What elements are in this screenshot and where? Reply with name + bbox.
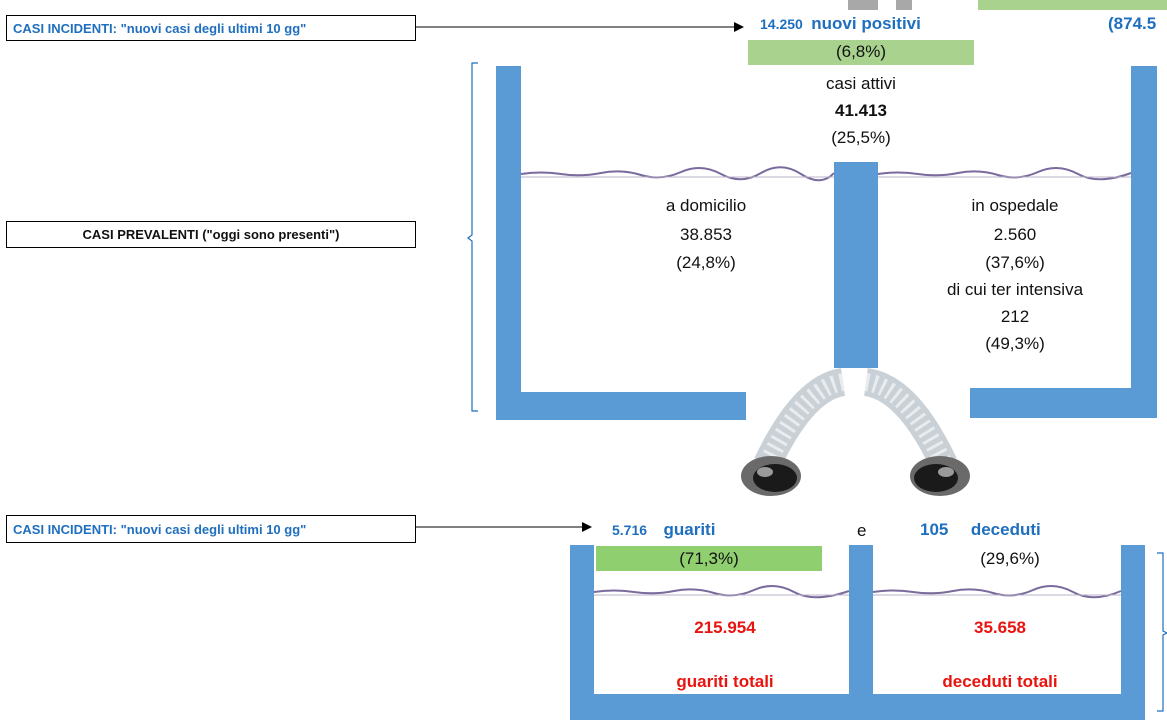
home-pct: (24,8%)	[676, 253, 736, 272]
arrow-right-icon	[416, 22, 744, 32]
hospital-label: in ospedale	[971, 196, 1059, 215]
deceased-total: 35.658	[974, 618, 1026, 637]
active-count: 41.413	[835, 101, 887, 120]
incident-label-bottom-text: CASI INCIDENTI: "nuovi casi degli ultimi…	[13, 521, 307, 537]
tank-top-bottom-left	[496, 392, 746, 420]
hose-right-icon	[863, 368, 970, 496]
conjunction: e	[857, 521, 867, 540]
hospital-count: 2.560	[993, 225, 1037, 244]
arrow-right-icon	[416, 522, 592, 532]
prevalent-label: CASI PREVALENTI ("oggi sono presenti")	[6, 221, 416, 248]
tank-bottom-floor	[570, 694, 1145, 720]
incident-label-top-text: CASI INCIDENTI: "nuovi casi degli ultimi…	[13, 20, 307, 36]
water-surface-icon	[593, 585, 850, 599]
new-positive-header: 14.250 nuovi positivi	[760, 14, 921, 34]
incident-label-top: CASI INCIDENTI: "nuovi casi degli ultimi…	[6, 15, 416, 41]
recovered-pct: (71,3%)	[679, 549, 739, 568]
tank-bottom-right-wall	[1121, 545, 1145, 720]
right-cut-text: (874.5	[1108, 14, 1157, 33]
deceased-label: deceduti	[970, 520, 1041, 539]
top-inlet-shape	[848, 0, 878, 10]
top-green-bar-right	[978, 0, 1167, 10]
water-surface-icon	[520, 166, 835, 182]
deceased-total-label: deceduti totali	[942, 672, 1058, 691]
recovered-total-label: guariti totali	[676, 672, 774, 691]
recovered-total: 215.954	[694, 618, 756, 637]
water-surface-icon	[877, 167, 1132, 181]
tank-top-bottom-right	[970, 388, 1157, 418]
recovered-bar	[596, 546, 822, 571]
bracket-right-icon	[1157, 552, 1167, 712]
recovered-label: guariti	[663, 520, 716, 539]
deceased-pct: (29,6%)	[980, 549, 1040, 568]
icu-pct: (49,3%)	[985, 334, 1045, 353]
tank-bottom-center-wall	[849, 545, 873, 720]
bracket-left-icon	[467, 62, 478, 412]
tank-top-right-wall	[1131, 66, 1157, 418]
tank-top-center-wall	[834, 162, 878, 368]
deceased-header: 105 deceduti	[920, 520, 1041, 540]
hospital-pct: (37,6%)	[985, 253, 1045, 272]
new-positive-pct: (6,8%)	[835, 42, 887, 61]
tank-bottom-left-wall	[570, 545, 594, 720]
icu-label: di cui ter intensiva	[946, 280, 1084, 299]
tank-top-left-wall	[496, 66, 521, 420]
new-positive-bar	[748, 40, 974, 65]
new-positive-count: 14.250	[760, 16, 803, 32]
top-inlet-shape	[896, 0, 912, 10]
home-count: 38.853	[680, 225, 732, 244]
icu-count: 212	[1000, 307, 1030, 326]
home-label: a domicilio	[665, 196, 747, 215]
recovered-count: 5.716	[612, 522, 648, 538]
active-pct: (25,5%)	[831, 128, 891, 147]
water-surface-icon	[872, 585, 1122, 599]
incident-label-bottom: CASI INCIDENTI: "nuovi casi degli ultimi…	[6, 515, 416, 543]
recovered-header: 5.716 guariti	[612, 520, 715, 540]
active-label: casi attivi	[826, 74, 896, 93]
prevalent-label-text: CASI PREVALENTI ("oggi sono presenti")	[82, 227, 340, 242]
new-positive-label: nuovi positivi	[811, 14, 921, 33]
deceased-count: 105	[920, 520, 949, 539]
hose-left-icon	[741, 368, 847, 496]
